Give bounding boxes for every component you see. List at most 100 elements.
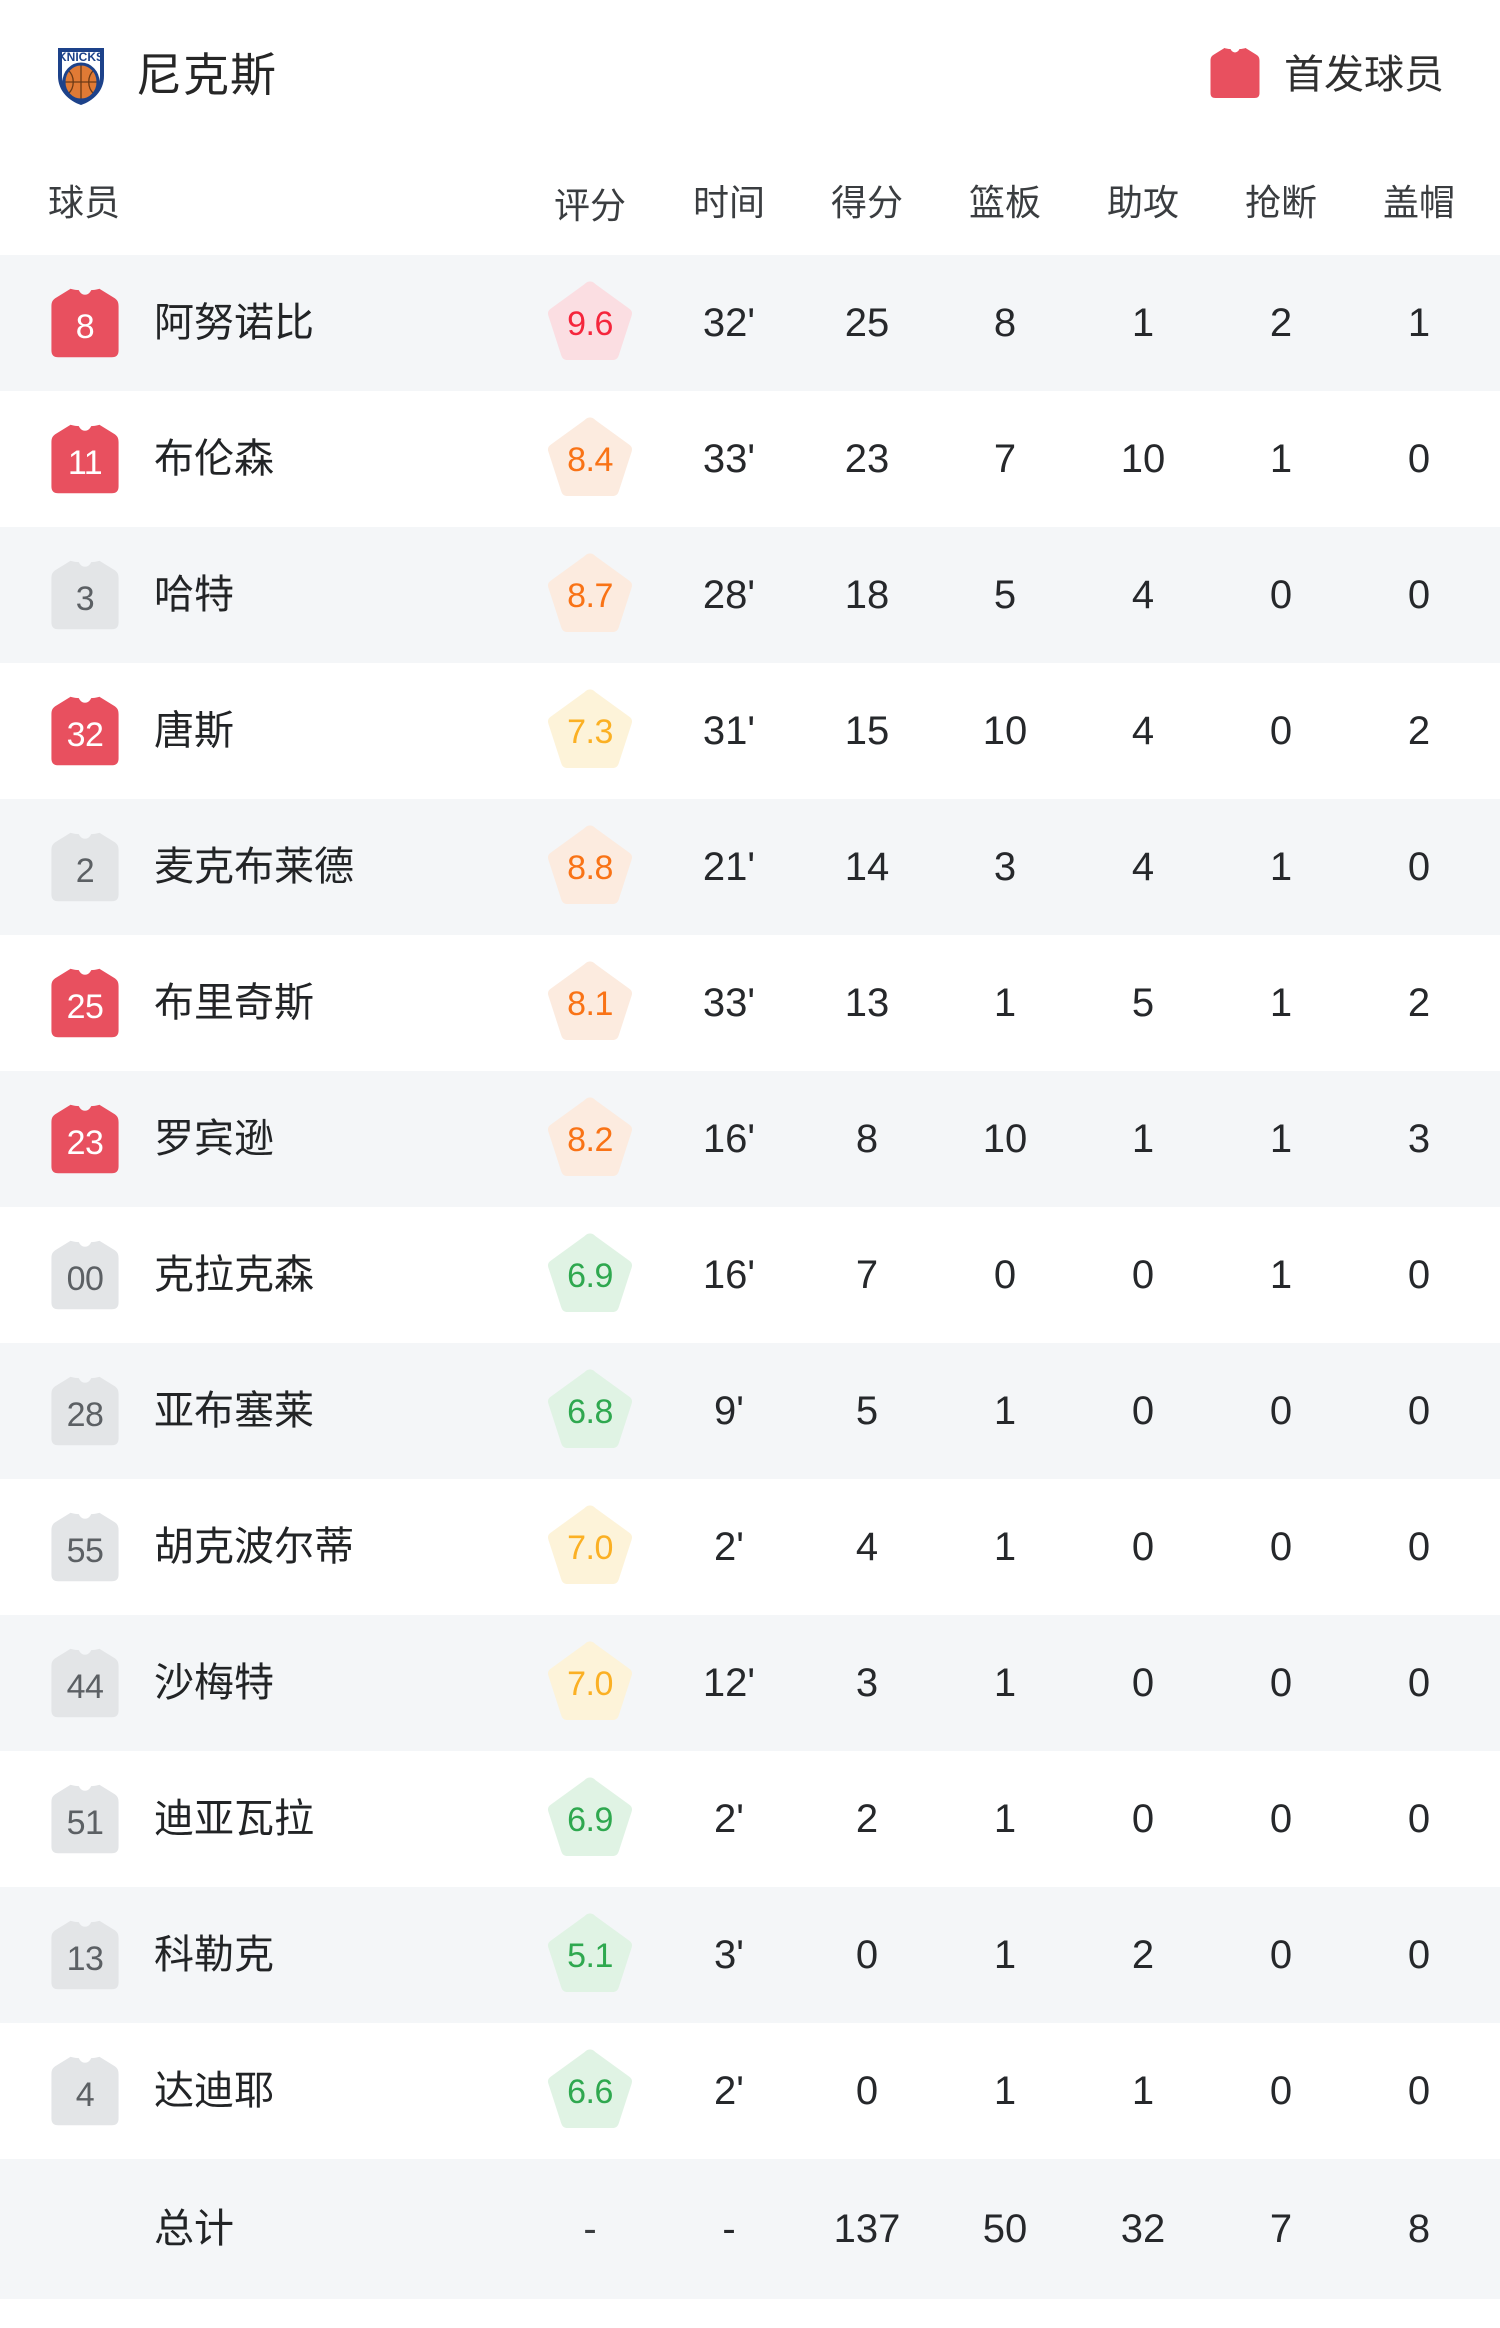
rating-value: 8.8: [567, 849, 613, 887]
table-row[interactable]: 13 科勒克 5.1 3' 0 1 2 0 0: [0, 1887, 1500, 2023]
stat-steals: 0: [1269, 2069, 1293, 2113]
stat-points: 4: [855, 1525, 879, 1569]
rating-value: 8.7: [567, 577, 613, 615]
table-row[interactable]: 44 沙梅特 7.0 12' 3 1 0 0 0: [0, 1615, 1500, 1751]
rating-badge: 7.0: [544, 1502, 636, 1592]
stat-points: 0: [855, 1933, 879, 1977]
table-row[interactable]: 8 阿努诺比 9.6 32' 25 8 1 2 1: [0, 255, 1500, 391]
stat-minutes: 12': [702, 1661, 756, 1705]
stat-steals: 1: [1269, 845, 1293, 889]
stat-points: 3: [855, 1661, 879, 1705]
stat-assists: 0: [1131, 1525, 1155, 1569]
jersey-icon: 2: [48, 827, 122, 907]
table-row[interactable]: 2 麦克布莱德 8.8 21' 14 3 4 1 0: [0, 799, 1500, 935]
stat-steals: 1: [1269, 437, 1293, 481]
rating-badge: 6.9: [544, 1774, 636, 1864]
player-cell[interactable]: 51 迪亚瓦拉: [0, 1779, 520, 1859]
stat-points: 13: [844, 981, 890, 1025]
player-cell[interactable]: 11 布伦森: [0, 419, 520, 499]
table-row[interactable]: 32 唐斯 7.3 31' 15 10 4 0 2: [0, 663, 1500, 799]
team-name: 尼克斯: [136, 49, 277, 101]
player-cell[interactable]: 32 唐斯: [0, 691, 520, 771]
stat-blocks: 0: [1407, 1933, 1431, 1977]
total-assists: 32: [1120, 2207, 1166, 2251]
stat-blocks: 0: [1407, 437, 1431, 481]
rating-value: 8.4: [567, 441, 613, 479]
player-cell[interactable]: 2 麦克布莱德: [0, 827, 520, 907]
table-row[interactable]: 23 罗宾逊 8.2 16' 8 10 1 1 3: [0, 1071, 1500, 1207]
column-header-points: 得分: [830, 181, 903, 223]
total-minutes: -: [722, 2207, 736, 2251]
table-row[interactable]: 00 克拉克森 6.9 16' 7 0 0 1 0: [0, 1207, 1500, 1343]
stat-points: 18: [844, 573, 890, 617]
rating-cell: 5.1: [520, 1910, 660, 2000]
total-spacer: [48, 2189, 122, 2269]
player-cell[interactable]: 13 科勒克: [0, 1915, 520, 1995]
stat-points: 14: [844, 845, 890, 889]
player-name: 迪亚瓦拉: [154, 1797, 314, 1841]
player-cell[interactable]: 8 阿努诺比: [0, 283, 520, 363]
stat-assists: 0: [1131, 1253, 1155, 1297]
player-name: 胡克波尔蒂: [154, 1525, 354, 1569]
stat-steals: 0: [1269, 1933, 1293, 1977]
stat-blocks: 0: [1407, 2069, 1431, 2113]
stat-assists: 0: [1131, 1661, 1155, 1705]
stat-steals: 0: [1269, 1797, 1293, 1841]
player-cell[interactable]: 44 沙梅特: [0, 1643, 520, 1723]
table-row[interactable]: 25 布里奇斯 8.1 33' 13 1 5 1 2: [0, 935, 1500, 1071]
stat-assists: 2: [1131, 1933, 1155, 1977]
table-row[interactable]: 11 布伦森 8.4 33' 23 7 10 1 0: [0, 391, 1500, 527]
stat-blocks: 0: [1407, 1797, 1431, 1841]
table-header-row: 球员 评分 时间 得分 篮板 助攻 抢断 盖帽: [0, 150, 1500, 255]
column-header-minutes: 时间: [692, 181, 765, 223]
rating-badge: 6.9: [544, 1230, 636, 1320]
table-row[interactable]: 3 哈特 8.7 28' 18 5 4 0 0: [0, 527, 1500, 663]
player-cell[interactable]: 23 罗宾逊: [0, 1099, 520, 1179]
rating-value: 8.1: [567, 985, 613, 1023]
jersey-icon: 23: [48, 1099, 122, 1179]
jersey-number: 00: [66, 1260, 104, 1299]
player-name: 唐斯: [154, 709, 234, 753]
total-rebounds: 50: [982, 2207, 1028, 2251]
table-row[interactable]: 55 胡克波尔蒂 7.0 2' 4 1 0 0 0: [0, 1479, 1500, 1615]
stat-rebounds: 3: [993, 845, 1017, 889]
team-identity[interactable]: KNICKS 尼克斯: [48, 42, 277, 108]
stat-rebounds: 10: [982, 709, 1028, 753]
table-row[interactable]: 28 亚布塞莱 6.8 9' 5 1 0 0 0: [0, 1343, 1500, 1479]
column-header-rating: 评分: [520, 177, 660, 229]
stat-blocks: 0: [1407, 573, 1431, 617]
jersey-number: 23: [66, 1124, 104, 1163]
stat-assists: 1: [1131, 1117, 1155, 1161]
rating-cell: 7.0: [520, 1638, 660, 1728]
player-cell[interactable]: 25 布里奇斯: [0, 963, 520, 1043]
rating-cell: 6.6: [520, 2046, 660, 2136]
jersey-icon: 13: [48, 1915, 122, 1995]
jersey-icon: 11: [48, 419, 122, 499]
table-row[interactable]: 4 达迪耶 6.6 2' 0 1 1 0 0: [0, 2023, 1500, 2159]
stat-rebounds: 1: [993, 1389, 1017, 1433]
stat-blocks: 0: [1407, 1389, 1431, 1433]
total-player-cell: 总计: [0, 2189, 520, 2269]
stat-minutes: 9': [714, 1389, 744, 1433]
player-cell[interactable]: 00 克拉克森: [0, 1235, 520, 1315]
stat-steals: 1: [1269, 1117, 1293, 1161]
jersey-number: 2: [75, 852, 95, 891]
rating-value: 6.8: [567, 1393, 613, 1431]
stat-minutes: 21': [702, 845, 756, 889]
rating-cell: 9.6: [520, 278, 660, 368]
player-rows: 8 阿努诺比 9.6 32' 25 8 1 2 1 11 布伦森 8.4 33' 23 7 10 1 0 3 哈特 8.…: [0, 255, 1500, 2159]
total-rating: -: [583, 2207, 597, 2251]
legend-label: 首发球员: [1284, 53, 1444, 97]
rating-value: 6.9: [567, 1801, 613, 1839]
column-label-player: 球员: [48, 181, 121, 223]
player-cell[interactable]: 3 哈特: [0, 555, 520, 635]
player-cell[interactable]: 55 胡克波尔蒂: [0, 1507, 520, 1587]
player-name: 克拉克森: [154, 1253, 314, 1297]
stat-points: 23: [844, 437, 890, 481]
stat-rebounds: 10: [982, 1117, 1028, 1161]
player-cell[interactable]: 28 亚布塞莱: [0, 1371, 520, 1451]
table-row[interactable]: 51 迪亚瓦拉 6.9 2' 2 1 0 0 0: [0, 1751, 1500, 1887]
rating-cell: 6.9: [520, 1230, 660, 1320]
player-cell[interactable]: 4 达迪耶: [0, 2051, 520, 2131]
